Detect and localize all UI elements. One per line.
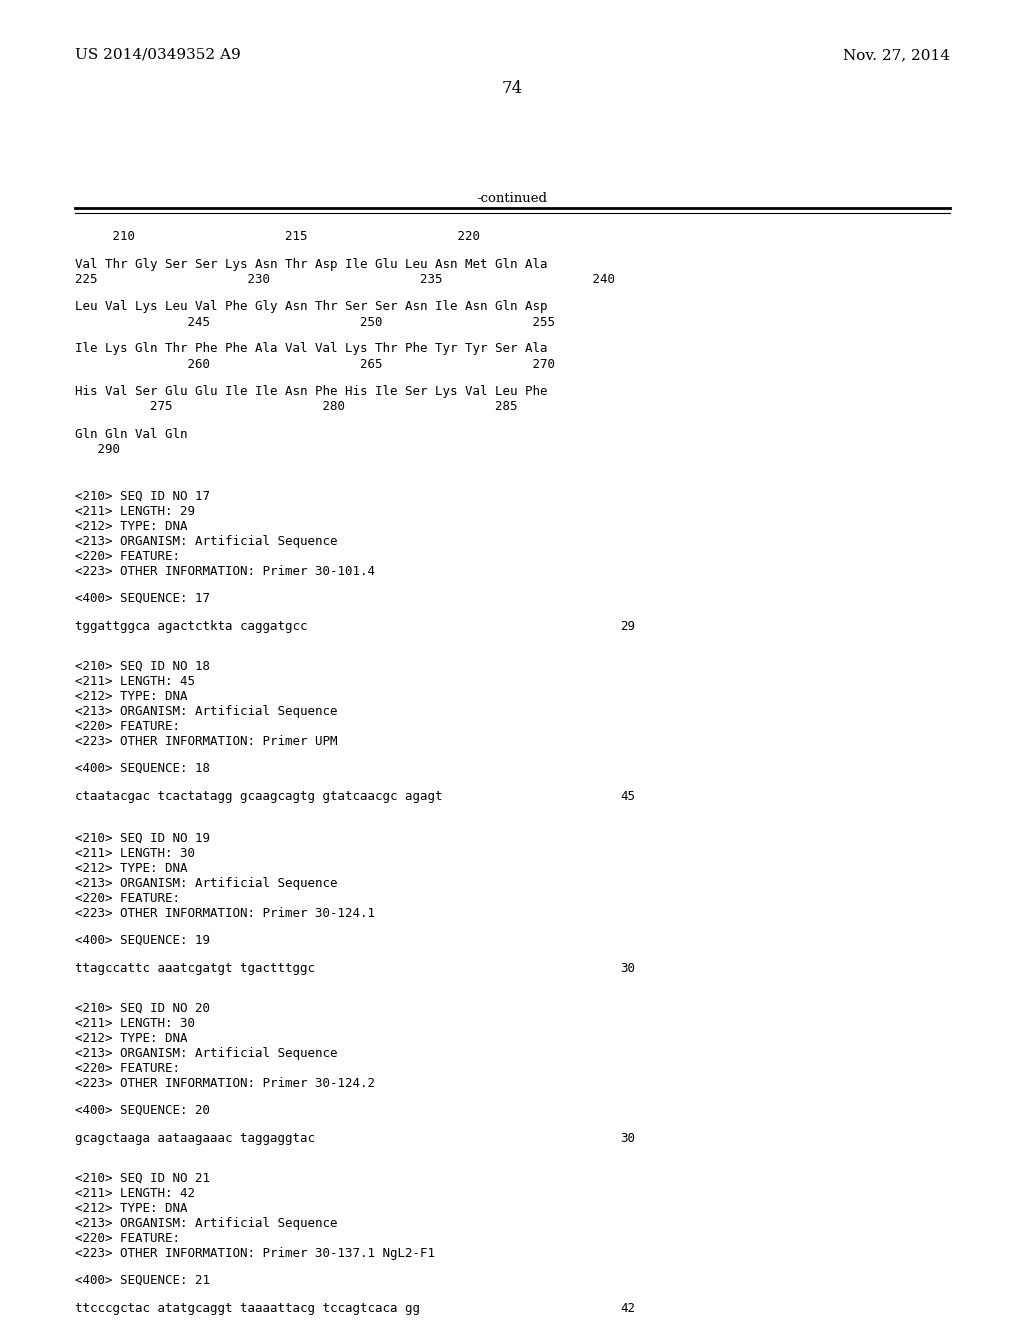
Text: <212> TYPE: DNA: <212> TYPE: DNA: [75, 1032, 187, 1045]
Text: 210                    215                    220: 210 215 220: [75, 230, 480, 243]
Text: <213> ORGANISM: Artificial Sequence: <213> ORGANISM: Artificial Sequence: [75, 705, 338, 718]
Text: <213> ORGANISM: Artificial Sequence: <213> ORGANISM: Artificial Sequence: [75, 1217, 338, 1230]
Text: 245                    250                    255: 245 250 255: [75, 315, 555, 329]
Text: <220> FEATURE:: <220> FEATURE:: [75, 719, 180, 733]
Text: <210> SEQ ID NO 19: <210> SEQ ID NO 19: [75, 832, 210, 845]
Text: <211> LENGTH: 45: <211> LENGTH: 45: [75, 675, 195, 688]
Text: <210> SEQ ID NO 18: <210> SEQ ID NO 18: [75, 660, 210, 673]
Text: gcagctaaga aataagaaac taggaggtac: gcagctaaga aataagaaac taggaggtac: [75, 1133, 315, 1144]
Text: <210> SEQ ID NO 20: <210> SEQ ID NO 20: [75, 1002, 210, 1015]
Text: <220> FEATURE:: <220> FEATURE:: [75, 1232, 180, 1245]
Text: <223> OTHER INFORMATION: Primer UPM: <223> OTHER INFORMATION: Primer UPM: [75, 735, 338, 748]
Text: Ile Lys Gln Thr Phe Phe Ala Val Val Lys Thr Phe Tyr Tyr Ser Ala: Ile Lys Gln Thr Phe Phe Ala Val Val Lys …: [75, 342, 548, 355]
Text: 42: 42: [620, 1302, 635, 1315]
Text: 74: 74: [502, 81, 522, 96]
Text: 275                    280                    285: 275 280 285: [75, 400, 517, 413]
Text: His Val Ser Glu Glu Ile Ile Asn Phe His Ile Ser Lys Val Leu Phe: His Val Ser Glu Glu Ile Ile Asn Phe His …: [75, 385, 548, 399]
Text: <220> FEATURE:: <220> FEATURE:: [75, 892, 180, 906]
Text: 260                    265                    270: 260 265 270: [75, 358, 555, 371]
Text: <400> SEQUENCE: 19: <400> SEQUENCE: 19: [75, 935, 210, 946]
Text: <400> SEQUENCE: 17: <400> SEQUENCE: 17: [75, 591, 210, 605]
Text: <213> ORGANISM: Artificial Sequence: <213> ORGANISM: Artificial Sequence: [75, 1047, 338, 1060]
Text: tggattggca agactctkta caggatgcc: tggattggca agactctkta caggatgcc: [75, 620, 307, 634]
Text: US 2014/0349352 A9: US 2014/0349352 A9: [75, 48, 241, 62]
Text: <400> SEQUENCE: 21: <400> SEQUENCE: 21: [75, 1274, 210, 1287]
Text: <400> SEQUENCE: 18: <400> SEQUENCE: 18: [75, 762, 210, 775]
Text: <400> SEQUENCE: 20: <400> SEQUENCE: 20: [75, 1104, 210, 1117]
Text: <211> LENGTH: 30: <211> LENGTH: 30: [75, 1016, 195, 1030]
Text: <223> OTHER INFORMATION: Primer 30-101.4: <223> OTHER INFORMATION: Primer 30-101.4: [75, 565, 375, 578]
Text: <210> SEQ ID NO 17: <210> SEQ ID NO 17: [75, 490, 210, 503]
Text: <211> LENGTH: 30: <211> LENGTH: 30: [75, 847, 195, 861]
Text: 30: 30: [620, 1133, 635, 1144]
Text: 290: 290: [75, 444, 120, 455]
Text: <223> OTHER INFORMATION: Primer 30-124.1: <223> OTHER INFORMATION: Primer 30-124.1: [75, 907, 375, 920]
Text: ttcccgctac atatgcaggt taaaattacg tccagtcaca gg: ttcccgctac atatgcaggt taaaattacg tccagtc…: [75, 1302, 420, 1315]
Text: <212> TYPE: DNA: <212> TYPE: DNA: [75, 520, 187, 533]
Text: Leu Val Lys Leu Val Phe Gly Asn Thr Ser Ser Asn Ile Asn Gln Asp: Leu Val Lys Leu Val Phe Gly Asn Thr Ser …: [75, 300, 548, 313]
Text: <211> LENGTH: 42: <211> LENGTH: 42: [75, 1187, 195, 1200]
Text: 29: 29: [620, 620, 635, 634]
Text: <223> OTHER INFORMATION: Primer 30-137.1 NgL2-F1: <223> OTHER INFORMATION: Primer 30-137.1…: [75, 1247, 435, 1261]
Text: <210> SEQ ID NO 21: <210> SEQ ID NO 21: [75, 1172, 210, 1185]
Text: <213> ORGANISM: Artificial Sequence: <213> ORGANISM: Artificial Sequence: [75, 876, 338, 890]
Text: <223> OTHER INFORMATION: Primer 30-124.2: <223> OTHER INFORMATION: Primer 30-124.2: [75, 1077, 375, 1090]
Text: <213> ORGANISM: Artificial Sequence: <213> ORGANISM: Artificial Sequence: [75, 535, 338, 548]
Text: 225                    230                    235                    240: 225 230 235 240: [75, 273, 615, 286]
Text: 45: 45: [620, 789, 635, 803]
Text: <212> TYPE: DNA: <212> TYPE: DNA: [75, 862, 187, 875]
Text: Val Thr Gly Ser Ser Lys Asn Thr Asp Ile Glu Leu Asn Met Gln Ala: Val Thr Gly Ser Ser Lys Asn Thr Asp Ile …: [75, 257, 548, 271]
Text: <220> FEATURE:: <220> FEATURE:: [75, 1063, 180, 1074]
Text: -continued: -continued: [476, 191, 548, 205]
Text: ctaatacgac tcactatagg gcaagcagtg gtatcaacgc agagt: ctaatacgac tcactatagg gcaagcagtg gtatcaa…: [75, 789, 442, 803]
Text: Nov. 27, 2014: Nov. 27, 2014: [843, 48, 950, 62]
Text: <211> LENGTH: 29: <211> LENGTH: 29: [75, 506, 195, 517]
Text: <212> TYPE: DNA: <212> TYPE: DNA: [75, 690, 187, 704]
Text: 30: 30: [620, 962, 635, 975]
Text: Gln Gln Val Gln: Gln Gln Val Gln: [75, 428, 187, 441]
Text: ttagccattc aaatcgatgt tgactttggc: ttagccattc aaatcgatgt tgactttggc: [75, 962, 315, 975]
Text: <220> FEATURE:: <220> FEATURE:: [75, 550, 180, 564]
Text: <212> TYPE: DNA: <212> TYPE: DNA: [75, 1203, 187, 1214]
